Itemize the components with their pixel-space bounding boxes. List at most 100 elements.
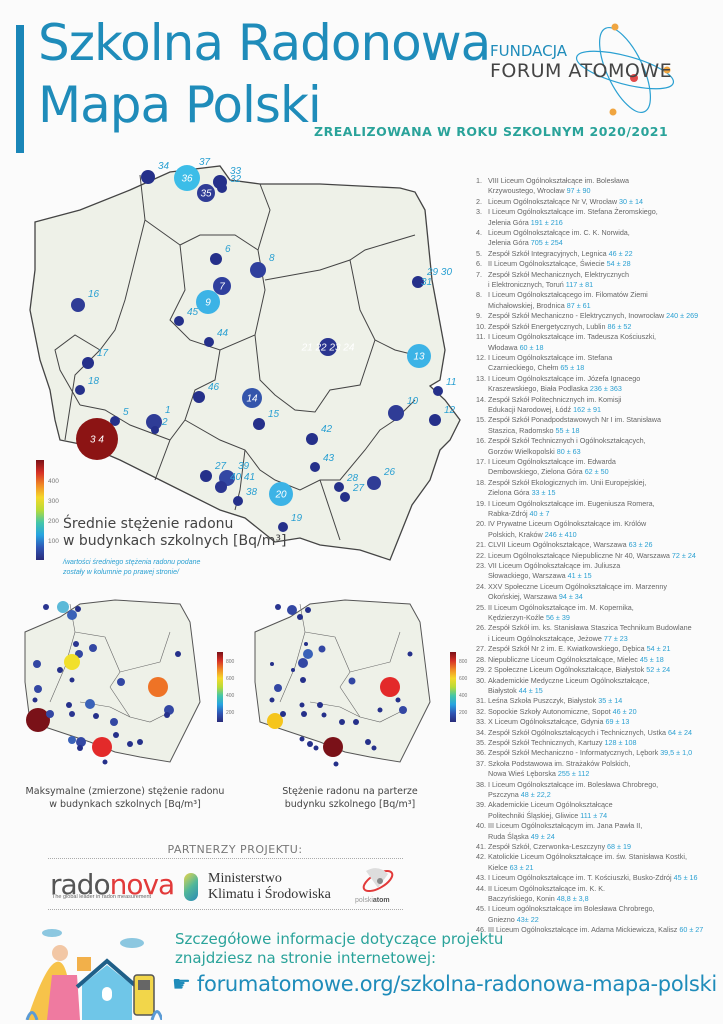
school-name: 2 Społeczne Liceum Ogólnokształcące, Bia… bbox=[488, 665, 645, 675]
title-line-1: Szkolna Radonowa bbox=[38, 14, 491, 72]
school-radon-value: 45 ± 16 bbox=[673, 873, 698, 883]
school-location: i Elektronicznych, Toruń bbox=[488, 280, 564, 290]
school-number: 1. bbox=[476, 176, 482, 185]
school-location: Polskich, Kraków bbox=[488, 529, 543, 539]
school-entry: Niepubliczne Liceum Ogólnokształcące, Mi… bbox=[488, 655, 664, 665]
school-list-item: 32. Sopockie Szkoły Autonomiczne, Sopot 4… bbox=[476, 707, 721, 717]
main-legend-note: /wartości średniego stężenia radonu poda… bbox=[63, 558, 200, 578]
school-entry: Leśna Szkoła Puszczyk, Białystok 35 ± 14 bbox=[488, 696, 622, 706]
school-name: II Liceum Ogólnokształcące, Świecie bbox=[488, 259, 605, 269]
school-name: XXV Społeczne Liceum Ogólnokształcące im… bbox=[488, 581, 667, 591]
school-list-item: 31. Leśna Szkoła Puszczyk, Białystok 35 ±… bbox=[476, 696, 721, 706]
school-location: Czarnieckiego, Chełm bbox=[488, 363, 559, 373]
school-number: 8. bbox=[476, 290, 482, 300]
main-colorbar bbox=[36, 460, 44, 560]
school-marker bbox=[233, 496, 243, 506]
school-radon-value: 111 ± 74 bbox=[580, 810, 608, 820]
max-tick-800: 800 bbox=[226, 659, 235, 665]
school-marker-label: 29 30 bbox=[426, 267, 452, 278]
school-list-item: 7. Zespół Szkół Mechanicznych, Elektryczn… bbox=[476, 270, 721, 291]
project-url-text[interactable]: forumatomowe.org/szkolna-radonowa-mapa-p… bbox=[196, 972, 717, 996]
school-entry: Szkoła Podstawowa im. Strażaków Polskich… bbox=[488, 759, 630, 780]
school-number: 16. bbox=[476, 436, 486, 446]
ground-floor-map bbox=[254, 599, 431, 767]
school-marker bbox=[242, 388, 262, 408]
school-number: 37. bbox=[476, 758, 486, 768]
school-marker bbox=[340, 492, 350, 502]
school-name: Leśna Szkoła Puszczyk, Białystok bbox=[488, 696, 597, 706]
ground-map-colorbar bbox=[450, 652, 456, 722]
school-radon-value: 94 ± 34 bbox=[558, 592, 583, 602]
school-marker bbox=[433, 386, 443, 396]
school-radon-value: 49 ± 24 bbox=[530, 831, 555, 841]
school-list-item: 14. Zespół Szkół Politechnicznych im. Kom… bbox=[476, 395, 721, 416]
school-radon-value: 72 ± 24 bbox=[671, 550, 696, 560]
school-marker-label: 2 bbox=[161, 417, 168, 428]
school-name: I Liceum Ogólnokształcące im. Stefana bbox=[488, 352, 613, 362]
school-number: 41. bbox=[476, 842, 486, 851]
school-marker bbox=[71, 298, 85, 312]
school-location: Baczyńskiego, Konin bbox=[488, 894, 555, 904]
school-name: Niepubliczne Liceum Ogólnokształcące, Mi… bbox=[488, 654, 638, 664]
school-list-item: 35. Zespół Szkół Technicznych, Kartuzy 12… bbox=[476, 738, 721, 748]
school-list-item: 29. 2 Społeczne Liceum Ogólnokształcące, … bbox=[476, 665, 721, 675]
polskiatom-logo: polskiatom bbox=[355, 897, 390, 904]
school-name: Sopockie Szkoły Autonomiczne, Sopot bbox=[488, 706, 611, 716]
project-url-link[interactable]: ☛ forumatomowe.org/szkolna-radonowa-mapa… bbox=[172, 972, 717, 996]
school-name: Zespół Szkół Mechaniczno - Informatyczny… bbox=[488, 748, 659, 758]
ministry-logo: Ministerstwo Klimatu i Środowiska bbox=[208, 871, 331, 903]
school-entry: Liceum Ogólnokształcące im. C. K. Norwid… bbox=[488, 228, 630, 249]
school-name: Zespół Szkół Nr 2 im. E. Kwiatkowskiego,… bbox=[488, 644, 645, 654]
radonova-tagline: The global leader in radon measurement bbox=[52, 894, 152, 900]
school-name: Zespół Szkół Ogólnokształcących i Techni… bbox=[488, 727, 667, 737]
school-radon-value: 240 ± 269 bbox=[666, 311, 699, 321]
school-radon-value: 43± 22 bbox=[516, 914, 539, 924]
school-marker-label: 33 bbox=[230, 166, 242, 177]
school-list-item: 22. Liceum Ogólnokształcące Niepubliczne … bbox=[476, 551, 721, 561]
school-entry: I Liceum Ogólnokształcące im. T. Kościus… bbox=[488, 873, 698, 883]
school-number: 33. bbox=[476, 717, 486, 727]
school-marker-label: 7 bbox=[219, 282, 225, 293]
school-location: Okońskiej, Warszawa bbox=[488, 592, 557, 602]
school-marker bbox=[174, 165, 200, 191]
school-location: Kędzierzyn-Koźle bbox=[488, 613, 544, 623]
school-list-item: 42. Katolickie Liceum Ogólnokształcące im… bbox=[476, 852, 721, 873]
school-number: 30. bbox=[476, 675, 486, 685]
school-radon-value: 64 ± 24 bbox=[668, 727, 692, 737]
school-marker-label: 27 bbox=[214, 461, 227, 472]
atom-icon bbox=[575, 23, 675, 116]
school-entry: Zespół Szkół Technicznych, Kartuzy 128 ±… bbox=[488, 738, 636, 748]
ground-caption-line-1: Stężenie radonu na parterze bbox=[282, 786, 418, 797]
school-radon-value: 60 ± 18 bbox=[519, 342, 544, 352]
voivodeship-borders bbox=[54, 174, 416, 541]
school-list-item: 6. II Liceum Ogólnokształcące, Świecie 54… bbox=[476, 259, 721, 269]
school-marker-label: 18 bbox=[88, 376, 100, 387]
school-marker bbox=[213, 277, 231, 295]
logo-line-1: FUNDACJA bbox=[490, 42, 568, 60]
school-name: I Liceum Ogólnokształcące im. Stefana Że… bbox=[488, 207, 658, 217]
school-radon-value: 68 ± 19 bbox=[607, 842, 631, 851]
school-name: Zespół Szkół Technicznych i Ogólnokształ… bbox=[488, 436, 646, 446]
polskiatom-atom-icon bbox=[362, 868, 394, 893]
school-number: 20. bbox=[476, 519, 486, 529]
school-marker-label: 35 bbox=[200, 189, 212, 200]
school-list-item: 25. II Liceum Ogólnokształcące im. M. Kop… bbox=[476, 603, 721, 624]
info-text: Szczegółowe informacje dotyczące projekt… bbox=[175, 930, 503, 968]
school-radon-value: 44 ± 15 bbox=[518, 685, 543, 695]
school-name: Zespół Szkół Energetycznych, Lublin bbox=[488, 321, 606, 331]
school-list-item: 33. X Liceum Ogólnokształcące, Gdynia 69 … bbox=[476, 717, 721, 727]
school-radon-value: 191 ± 216 bbox=[530, 217, 563, 227]
school-entry: Zespół Szkół Ponadpodstawowych Nr I im. … bbox=[488, 415, 661, 436]
partners-divider-bottom bbox=[48, 909, 403, 910]
school-location: Kielce bbox=[488, 862, 508, 872]
ground-tick-200: 200 bbox=[459, 710, 468, 716]
school-name: Szkoła Podstawowa im. Strażaków Polskich… bbox=[488, 758, 631, 768]
page-title: Szkolna Radonowa Mapa Polski bbox=[38, 12, 491, 136]
school-radon-value: 45 ± 18 bbox=[639, 654, 664, 664]
school-entry: Akademickie Liceum Ogólnokształcące Polit… bbox=[488, 800, 613, 821]
school-marker bbox=[215, 481, 227, 493]
school-marker bbox=[197, 184, 215, 202]
school-name: I Liceum Ogólnokształcące im. Tadeusza K… bbox=[488, 332, 657, 342]
school-name: I Liceum Ogólnokształcące im. Bolesława … bbox=[488, 779, 659, 789]
school-radon-value: 65 ± 18 bbox=[560, 363, 585, 373]
